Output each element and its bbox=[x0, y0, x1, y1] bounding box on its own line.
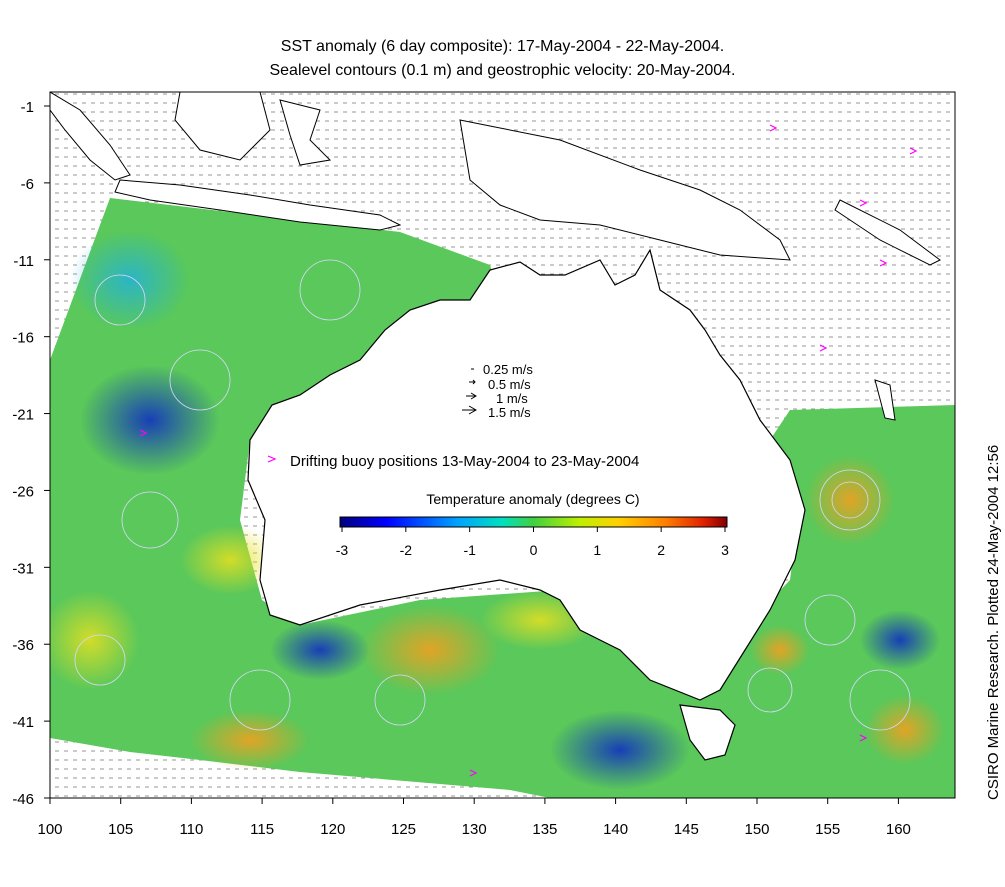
velocity-legend-label: 0.25 m/s bbox=[483, 362, 533, 377]
velocity-legend-label: 0.5 m/s bbox=[488, 377, 531, 392]
australia-landmass bbox=[247, 248, 806, 701]
colorbar-tick-label: 1 bbox=[593, 542, 601, 558]
buoy-legend-label: Drifting buoy positions 13-May-2004 to 2… bbox=[290, 453, 639, 470]
velocity-arrow-icon bbox=[462, 405, 478, 415]
map-plot-area bbox=[50, 92, 955, 798]
indonesia-landmass bbox=[114, 179, 402, 231]
colorbar: Temperature anomaly (degrees C) -3 -2 -1 0 1… bbox=[336, 491, 729, 558]
colorbar-tick-label: 0 bbox=[530, 542, 538, 558]
cool-anomaly bbox=[70, 230, 190, 330]
new-caledonia bbox=[874, 379, 896, 421]
colorbar-tick-label: -1 bbox=[463, 542, 476, 558]
warm-anomaly bbox=[750, 625, 810, 675]
colorbar-scale bbox=[339, 516, 728, 528]
warm-anomaly bbox=[180, 525, 280, 595]
lat-tick-label: -46 bbox=[12, 791, 34, 808]
warm-anomaly bbox=[865, 695, 945, 765]
warm-anomaly bbox=[190, 710, 310, 770]
warm-anomaly bbox=[805, 455, 895, 545]
colorbar-tick-label: 3 bbox=[721, 542, 729, 558]
velocity-legend: 0.25 m/s 0.5 m/s 1 m/s 1.5 m/s bbox=[462, 362, 533, 420]
lat-tick-label: -41 bbox=[12, 714, 34, 731]
new-guinea-landmass bbox=[459, 119, 791, 261]
lon-tick-label: 125 bbox=[391, 821, 416, 838]
cold-anomaly bbox=[550, 710, 690, 790]
lat-tick-label: -31 bbox=[12, 560, 34, 577]
lon-tick-label: 110 bbox=[179, 821, 203, 838]
lat-tick-label: -26 bbox=[12, 483, 34, 500]
buoy-marker-icon bbox=[267, 455, 277, 463]
velocity-legend-label: 1 m/s bbox=[496, 391, 528, 406]
buoy-legend: Drifting buoy positions 13-May-2004 to 2… bbox=[267, 453, 639, 470]
lon-tick-label: 155 bbox=[815, 821, 840, 838]
sealevel-contours bbox=[74, 259, 911, 731]
latitude-axis: -1 -6 -11 -16 -21 -26 -31 -36 -41 -46 bbox=[12, 99, 50, 808]
lat-tick-label: -36 bbox=[12, 637, 34, 654]
sumatra-landmass bbox=[50, 92, 131, 181]
lon-tick-label: 145 bbox=[674, 821, 699, 838]
colorbar-label: Temperature anomaly (degrees C) bbox=[426, 491, 639, 507]
colorbar-tick-label: 2 bbox=[657, 542, 665, 558]
lat-tick-label: -21 bbox=[12, 407, 34, 424]
warm-anomaly bbox=[360, 605, 500, 695]
lon-tick-label: 120 bbox=[320, 821, 345, 838]
tasmania-landmass bbox=[679, 704, 736, 761]
lon-tick-label: 100 bbox=[37, 821, 62, 838]
colorbar-tick-label: -2 bbox=[400, 542, 413, 558]
lon-tick-label: 135 bbox=[532, 821, 557, 838]
plot-frame bbox=[49, 91, 956, 799]
velocity-arrow-icon bbox=[469, 379, 476, 385]
title-line-1: SST anomaly (6 day composite): 17-May-20… bbox=[280, 38, 725, 55]
longitude-axis: 100 105 110 115 120 125 130 135 140 145 150 155 160 bbox=[37, 798, 911, 838]
solomon-islands bbox=[834, 199, 941, 266]
lat-tick-label: -6 bbox=[21, 176, 34, 193]
cold-anomaly bbox=[860, 610, 940, 670]
velocity-arrow-icon bbox=[466, 392, 477, 400]
lon-tick-label: 130 bbox=[462, 821, 487, 838]
sulawesi-landmass bbox=[279, 99, 332, 166]
lat-tick-label: -1 bbox=[21, 99, 34, 116]
lon-tick-label: 140 bbox=[603, 821, 628, 838]
title-line-2: Sealevel contours (0.1 m) and geostrophi… bbox=[269, 62, 736, 79]
lat-tick-label: -11 bbox=[13, 253, 34, 270]
velocity-legend-label: 1.5 m/s bbox=[488, 405, 531, 420]
warm-anomaly bbox=[50, 590, 140, 690]
borneo-landmass bbox=[174, 92, 271, 161]
credit-text: CSIRO Marine Research. Plotted 24-May-20… bbox=[985, 444, 1002, 800]
lon-tick-label: 115 bbox=[250, 821, 274, 838]
lat-tick-label: -16 bbox=[12, 330, 34, 347]
drifting-buoys bbox=[139, 124, 918, 777]
lon-tick-label: 150 bbox=[744, 821, 769, 838]
colorbar-tick-label: -3 bbox=[336, 542, 349, 558]
lon-tick-label: 160 bbox=[886, 821, 911, 838]
cold-anomaly bbox=[80, 365, 220, 475]
cold-anomaly bbox=[270, 620, 370, 680]
lon-tick-label: 105 bbox=[108, 821, 133, 838]
